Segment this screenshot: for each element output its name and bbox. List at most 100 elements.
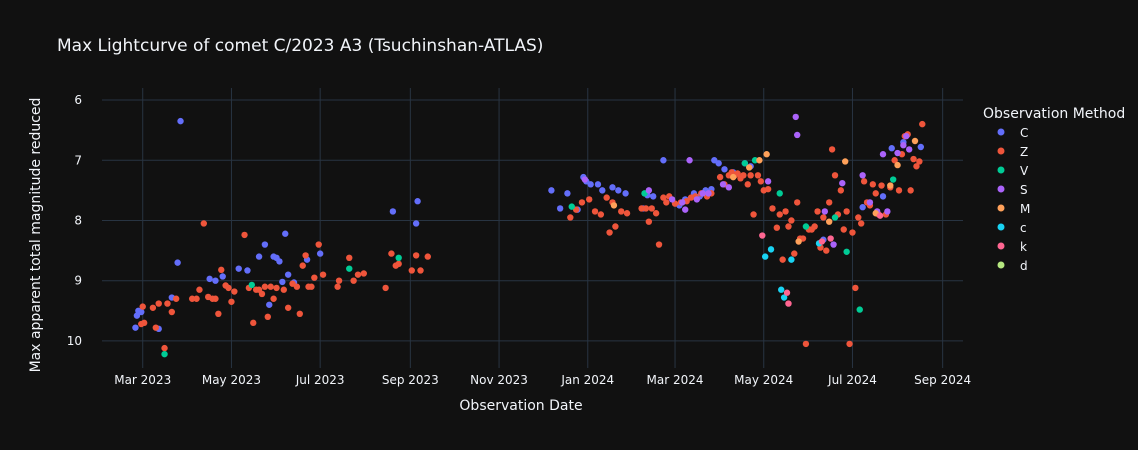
data-point xyxy=(196,286,203,293)
data-point xyxy=(757,178,765,185)
data-point xyxy=(261,241,269,248)
y-tick-label: 6 xyxy=(74,93,82,107)
data-point xyxy=(567,214,574,221)
data-point xyxy=(258,290,266,298)
x-tick-label: Jul 2023 xyxy=(295,373,345,387)
y-axis-ticks: 6 7 8 9 10 xyxy=(67,93,82,348)
data-point xyxy=(841,158,849,165)
legend-item-S[interactable]: S xyxy=(997,183,1028,197)
data-point xyxy=(389,208,397,215)
x-tick-label: May 2024 xyxy=(734,373,793,387)
legend-item-c[interactable]: c xyxy=(997,221,1027,235)
data-point xyxy=(261,283,269,290)
legend-marker xyxy=(997,185,1005,193)
x-tick-label: Nov 2023 xyxy=(470,373,528,387)
data-point xyxy=(302,252,309,259)
legend-label: M xyxy=(1020,202,1030,216)
data-point xyxy=(730,173,737,181)
data-point xyxy=(741,160,749,167)
data-point xyxy=(693,196,701,203)
series-V xyxy=(161,157,897,358)
legend-item-C[interactable]: C xyxy=(997,126,1029,140)
chart-title: Max Lightcurve of comet C/2023 A3 (Tsuch… xyxy=(57,36,543,56)
data-point xyxy=(825,199,833,206)
legend-item-d[interactable]: d xyxy=(997,259,1028,273)
data-point xyxy=(133,312,141,319)
data-point xyxy=(782,208,789,215)
data-point xyxy=(767,246,775,253)
data-point xyxy=(346,254,353,262)
data-point xyxy=(231,288,238,295)
data-point xyxy=(606,229,613,236)
data-point xyxy=(843,248,850,255)
data-point xyxy=(811,223,818,230)
legend-label: k xyxy=(1020,240,1027,254)
data-point xyxy=(424,253,431,260)
data-point xyxy=(795,238,802,245)
data-point xyxy=(792,113,799,121)
data-point xyxy=(414,198,421,205)
data-point xyxy=(308,283,315,290)
data-point xyxy=(764,185,772,193)
data-point xyxy=(316,250,324,257)
data-point xyxy=(266,301,273,308)
data-point xyxy=(682,206,689,213)
series-c xyxy=(762,240,823,301)
x-tick-label: Sep 2023 xyxy=(382,373,439,387)
data-point xyxy=(754,172,762,179)
data-point xyxy=(193,295,200,302)
data-point xyxy=(740,172,747,179)
data-point xyxy=(556,205,564,212)
legend-item-Z[interactable]: Z xyxy=(997,145,1029,159)
data-point xyxy=(776,211,783,218)
data-point xyxy=(919,120,926,128)
data-point xyxy=(888,145,895,152)
data-point xyxy=(315,241,322,248)
data-point xyxy=(747,172,754,179)
data-point xyxy=(225,284,232,292)
data-point xyxy=(785,223,792,230)
gridlines xyxy=(102,88,963,368)
data-point xyxy=(149,304,157,311)
x-axis-ticks: Mar 2023 May 2023 Jul 2023 Sep 2023 Nov 2023… xyxy=(114,373,971,387)
legend-marker xyxy=(997,223,1005,231)
legend-item-M[interactable]: M xyxy=(997,202,1031,216)
data-point xyxy=(270,295,277,302)
data-point xyxy=(597,211,605,218)
data-point xyxy=(212,295,219,302)
data-point xyxy=(412,252,420,259)
x-tick-label: Jan 2024 xyxy=(560,373,614,387)
data-point xyxy=(172,295,180,302)
data-point xyxy=(334,283,341,290)
data-point xyxy=(218,266,225,274)
data-point xyxy=(395,254,402,262)
data-point xyxy=(255,253,263,260)
data-point xyxy=(276,258,283,265)
data-point xyxy=(219,273,226,280)
data-point xyxy=(161,350,168,358)
series-k xyxy=(759,212,884,307)
legend-item-V[interactable]: V xyxy=(997,164,1030,178)
series-Z xyxy=(138,120,926,352)
data-point xyxy=(793,199,801,206)
data-point xyxy=(155,300,162,307)
data-point xyxy=(132,324,139,331)
data-point xyxy=(250,319,257,327)
data-point xyxy=(293,283,301,290)
data-point xyxy=(894,149,901,157)
data-point xyxy=(284,271,292,278)
data-point xyxy=(831,214,839,221)
data-point xyxy=(679,199,686,206)
legend-label: Z xyxy=(1020,145,1028,159)
data-point xyxy=(354,271,362,278)
data-point xyxy=(744,181,751,188)
data-point xyxy=(857,220,865,227)
data-point xyxy=(821,208,829,215)
data-point xyxy=(267,283,274,290)
legend-item-k[interactable]: k xyxy=(997,240,1028,254)
data-point xyxy=(612,223,619,230)
data-point xyxy=(913,163,920,170)
data-point xyxy=(756,157,763,164)
data-point xyxy=(603,194,610,201)
